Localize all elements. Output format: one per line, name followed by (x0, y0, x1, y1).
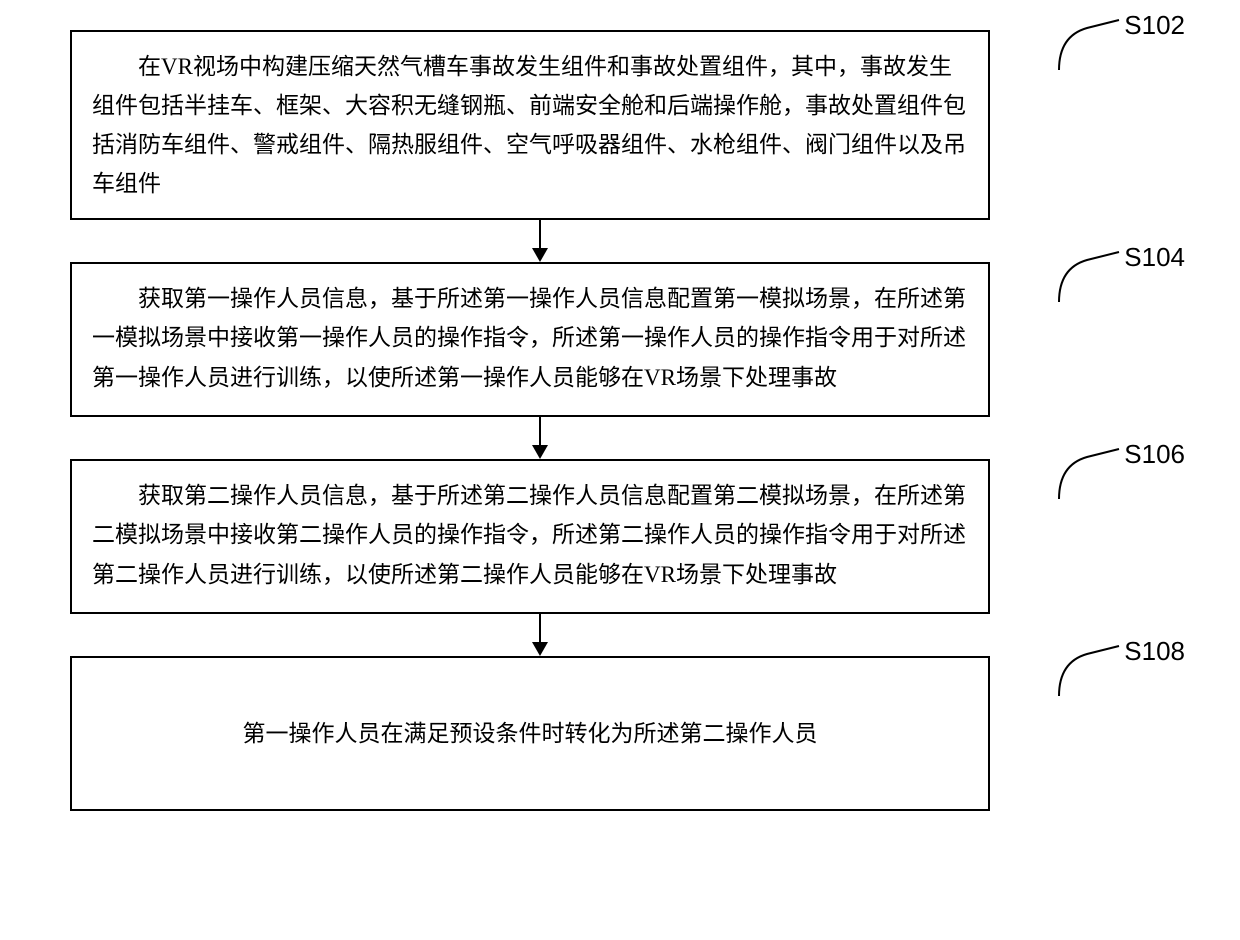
step-s102: 在VR视场中构建压缩天然气槽车事故发生组件和事故处置组件，其中，事故发生组件包括… (60, 30, 1180, 220)
curve-icon (1057, 18, 1122, 73)
box-s108: 第一操作人员在满足预设条件时转化为所述第二操作人员 (70, 656, 990, 811)
flowchart-container: 在VR视场中构建压缩天然气槽车事故发生组件和事故处置组件，其中，事故发生组件包括… (60, 30, 1180, 811)
curve-icon (1057, 447, 1122, 502)
arrow-head-icon (532, 248, 548, 262)
curve-icon (1057, 644, 1122, 699)
arrow-line (539, 417, 541, 445)
arrow-line (539, 220, 541, 248)
box-s106: 获取第二操作人员信息，基于所述第二操作人员信息配置第二模拟场景，在所述第二模拟场… (70, 459, 990, 614)
label-wrapper-s108: S108 (1057, 644, 1185, 699)
arrow-head-icon (532, 642, 548, 656)
text-s104: 获取第一操作人员信息，基于所述第一操作人员信息配置第一模拟场景，在所述第一模拟场… (92, 286, 966, 389)
label-s106: S106 (1124, 439, 1185, 470)
arrow-1 (532, 220, 548, 262)
label-wrapper-s106: S106 (1057, 447, 1185, 502)
text-s108: 第一操作人员在满足预设条件时转化为所述第二操作人员 (243, 714, 818, 753)
arrow-2 (532, 417, 548, 459)
text-s102: 在VR视场中构建压缩天然气槽车事故发生组件和事故处置组件，其中，事故发生组件包括… (92, 54, 966, 196)
label-s104: S104 (1124, 242, 1185, 273)
box-s104: 获取第一操作人员信息，基于所述第一操作人员信息配置第一模拟场景，在所述第一模拟场… (70, 262, 990, 417)
text-s106: 获取第二操作人员信息，基于所述第二操作人员信息配置第二模拟场景，在所述第二模拟场… (92, 483, 966, 586)
label-wrapper-s102: S102 (1057, 18, 1185, 73)
step-s108: 第一操作人员在满足预设条件时转化为所述第二操作人员 S108 (60, 656, 1180, 811)
box-s102: 在VR视场中构建压缩天然气槽车事故发生组件和事故处置组件，其中，事故发生组件包括… (70, 30, 990, 220)
curve-icon (1057, 250, 1122, 305)
arrow-3 (532, 614, 548, 656)
arrow-head-icon (532, 445, 548, 459)
label-wrapper-s104: S104 (1057, 250, 1185, 305)
label-s108: S108 (1124, 636, 1185, 667)
step-s106: 获取第二操作人员信息，基于所述第二操作人员信息配置第二模拟场景，在所述第二模拟场… (60, 459, 1180, 614)
arrow-line (539, 614, 541, 642)
label-s102: S102 (1124, 10, 1185, 41)
step-s104: 获取第一操作人员信息，基于所述第一操作人员信息配置第一模拟场景，在所述第一模拟场… (60, 262, 1180, 417)
